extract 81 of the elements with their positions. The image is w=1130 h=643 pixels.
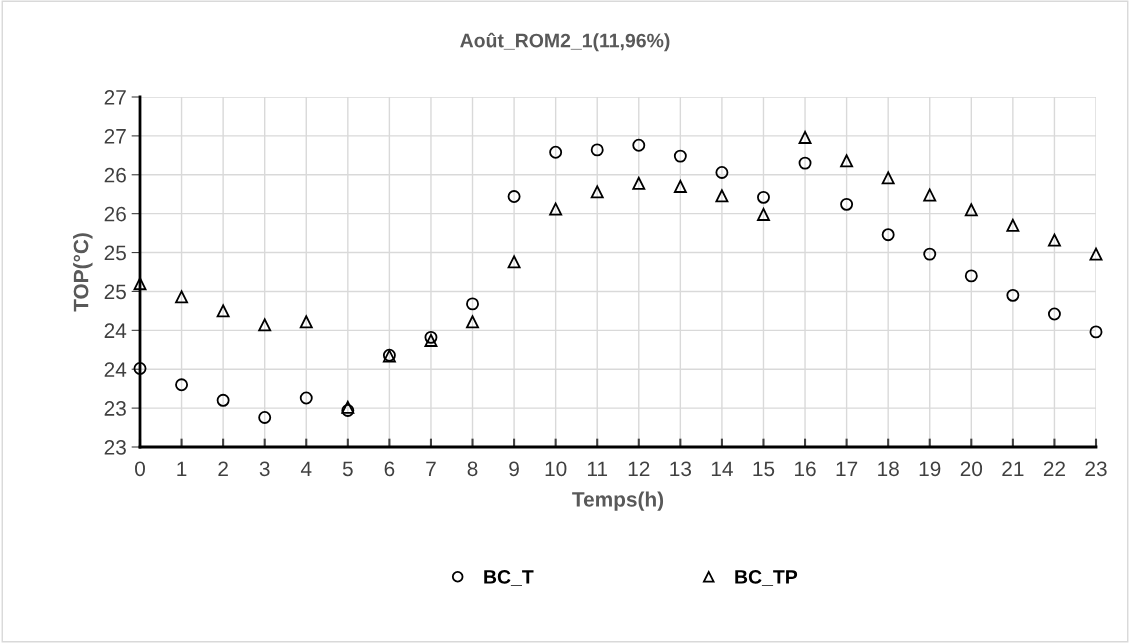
- x-tick-label: 13: [670, 461, 692, 477]
- point: [299, 315, 313, 329]
- x-tick-label: 9: [509, 461, 519, 477]
- point: [881, 171, 895, 185]
- x-tick-label: 14: [711, 461, 733, 476]
- y-tick-label: 23: [104, 440, 126, 455]
- x-tick-label: 2: [218, 461, 228, 476]
- point: [964, 203, 978, 217]
- x-tick-label: 0: [135, 461, 145, 477]
- x-tick-label: 3: [259, 461, 270, 477]
- point: [216, 393, 230, 407]
- x-tick-label: 20: [960, 461, 983, 477]
- point: [1089, 325, 1103, 339]
- point: [715, 165, 729, 179]
- point: [673, 179, 687, 193]
- point: [1089, 247, 1103, 261]
- point: [258, 410, 272, 424]
- y-tick-label: 24: [104, 362, 127, 377]
- point: [632, 138, 646, 152]
- y-tick-label: 24: [104, 323, 127, 338]
- y-tick-label: 25: [104, 284, 126, 300]
- legend-label: BC_TP: [735, 570, 798, 586]
- x-tick-label: 8: [467, 461, 478, 477]
- x-tick-label: 11: [587, 461, 608, 476]
- y-axis-title: TOP(°C): [73, 233, 93, 312]
- point: [133, 361, 147, 375]
- y-tick-label: 26: [104, 167, 126, 183]
- x-tick-label: 17: [836, 461, 858, 476]
- point: [590, 143, 604, 157]
- point: [549, 202, 563, 216]
- point: [798, 130, 812, 144]
- x-tick-label: 5: [342, 461, 353, 477]
- point: [590, 185, 604, 199]
- point: [466, 315, 479, 329]
- x-tick-label: 23: [1085, 461, 1107, 477]
- y-tick-label: 23: [104, 401, 126, 416]
- y-tick-label: 26: [104, 206, 126, 222]
- point: [549, 145, 563, 159]
- x-tick-label: 22: [1043, 461, 1065, 476]
- point: [757, 207, 770, 221]
- x-tick-label: 1: [177, 461, 187, 476]
- x-tick-label: 19: [919, 461, 941, 477]
- point: [840, 154, 854, 168]
- point: [881, 228, 895, 242]
- x-tick-label: 16: [795, 461, 816, 477]
- point: [632, 176, 646, 190]
- point: [1047, 307, 1061, 321]
- point: [1047, 233, 1061, 247]
- point: [840, 197, 854, 211]
- point: [798, 156, 812, 170]
- point: [507, 190, 521, 204]
- chart-title: Août_ROM2_1(11,96%): [460, 32, 670, 52]
- point: [923, 188, 937, 202]
- point: [757, 190, 770, 204]
- x-tick-label: 18: [878, 461, 899, 477]
- x-axis-title: Temps(h): [572, 491, 664, 511]
- point: [1006, 218, 1020, 232]
- point: [258, 318, 272, 332]
- point: [1006, 288, 1020, 302]
- x-tick-label: 6: [384, 461, 395, 477]
- x-tick-label: 12: [628, 461, 650, 476]
- x-tick-label: 7: [426, 461, 436, 476]
- point: [216, 304, 230, 318]
- point: [715, 189, 729, 203]
- point: [964, 269, 978, 283]
- y-tick-label: 27: [104, 90, 126, 105]
- point: [673, 149, 687, 163]
- x-tick-label: 21: [1002, 461, 1024, 476]
- point: [466, 297, 479, 311]
- point: [175, 378, 189, 392]
- point: [133, 277, 147, 291]
- legend-label: BC_T: [484, 570, 534, 586]
- point: [507, 255, 521, 269]
- y-tick-label: 25: [104, 245, 126, 261]
- point: [299, 391, 313, 405]
- x-tick-label: 4: [300, 461, 312, 476]
- point: [175, 290, 189, 304]
- point: [923, 247, 937, 261]
- y-tick-label: 27: [104, 128, 126, 144]
- x-tick-label: 15: [753, 461, 775, 477]
- x-tick-label: 10: [545, 461, 567, 477]
